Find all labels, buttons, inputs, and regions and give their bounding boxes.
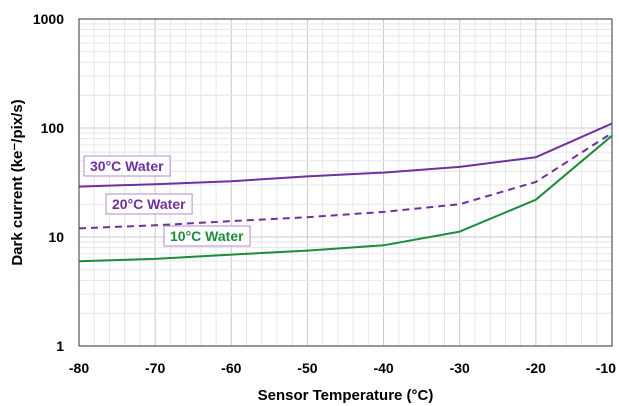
series-line-1 (78, 122, 613, 188)
y-tick-label: 1000 (33, 11, 64, 27)
x-tick-label: -10 (596, 360, 616, 376)
series-line-3 (78, 134, 613, 263)
series-labels: 30°C Water 20°C Water 10°C Water (83, 155, 251, 247)
y-tick-label: 1 (56, 338, 64, 354)
plot-frame (78, 18, 613, 347)
series-label-2: 20°C Water (105, 193, 193, 215)
x-tick-label: -80 (69, 360, 89, 376)
x-tick-label: -20 (526, 360, 546, 376)
x-axis-title: Sensor Temperature (°C) (258, 387, 434, 404)
series-label-box (105, 193, 193, 215)
y-tick-labels: 1 10 100 1000 (33, 11, 64, 354)
series-label-text: 30°C Water (90, 158, 164, 174)
series-lines (78, 122, 613, 263)
y-axis-title: Dark current (ke⁻/pix/s) (9, 99, 26, 265)
series-label-box (83, 155, 171, 177)
series-label-text: 20°C Water (112, 196, 186, 212)
x-tick-label: -30 (450, 360, 470, 376)
y-tick-label: 10 (48, 229, 64, 245)
x-tick-label: -40 (373, 360, 393, 376)
series-label-box (163, 225, 251, 247)
y-tick-label: 100 (41, 120, 65, 136)
x-tick-label: -70 (145, 360, 165, 376)
series-label-text: 10°C Water (170, 228, 244, 244)
x-tick-label: -50 (297, 360, 317, 376)
series-line-2 (78, 132, 613, 230)
series-label-3: 10°C Water (163, 225, 251, 247)
x-tick-labels: -80 -70 -60 -50 -40 -30 -20 -10 (69, 360, 616, 376)
series-label-1: 30°C Water (83, 155, 171, 177)
x-tick-label: -60 (221, 360, 241, 376)
